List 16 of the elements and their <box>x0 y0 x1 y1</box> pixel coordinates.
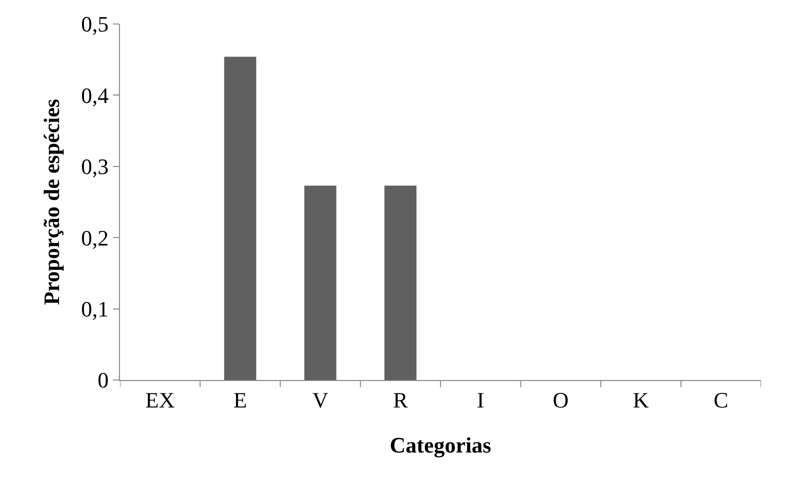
x-tick-label: V <box>312 387 328 412</box>
x-tick-label: E <box>233 387 247 412</box>
y-tick-label: 0,2 <box>81 225 109 250</box>
x-tick-label: EX <box>145 387 175 412</box>
y-axis-title: Proporção de espécies <box>38 98 64 306</box>
x-tick-label: K <box>632 387 649 412</box>
y-tick-label: 0,1 <box>81 296 109 322</box>
y-tick-label: 0,4 <box>81 82 109 108</box>
x-tick-label: I <box>476 387 484 412</box>
x-tick-label: C <box>714 387 728 412</box>
x-tick-label: R <box>393 387 408 412</box>
x-tick-label: O <box>552 387 569 412</box>
y-tick-label: 0,3 <box>81 154 109 180</box>
y-tick-label: 0 <box>98 368 109 393</box>
x-axis-title: Categorias <box>390 432 492 458</box>
y-tick-label: 0,5 <box>81 12 109 37</box>
